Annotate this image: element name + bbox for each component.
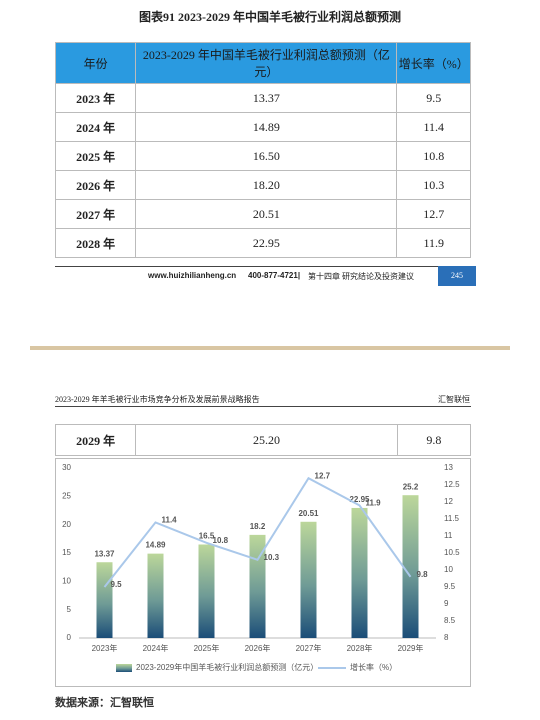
y2-tick-label: 10 <box>444 565 453 574</box>
bar-value-label: 22.95 <box>349 495 370 504</box>
y-tick-label: 30 <box>62 463 71 472</box>
table-cell: 2024 年 <box>54 112 137 142</box>
y2-tick-label: 9.5 <box>444 582 456 591</box>
line-value-label: 11.4 <box>162 516 178 525</box>
table-row: 2025 年 16.50 10.8 <box>54 141 471 171</box>
running-header-brand: 汇智联恒 <box>438 395 470 404</box>
y-tick-label: 15 <box>62 548 71 557</box>
line-value-label: 10.3 <box>264 553 280 562</box>
table-cell: 2025 年 <box>54 141 137 171</box>
bar <box>198 544 215 638</box>
table-body: 2023 年 13.37 9.5 2024 年 14.89 11.4 2025 年 16.50… <box>54 83 471 258</box>
column-header: 年份 <box>54 42 137 84</box>
bar <box>147 553 164 638</box>
y2-tick-label: 12 <box>444 497 453 506</box>
line-value-label: 9.5 <box>111 580 123 589</box>
y2-tick-label: 11 <box>444 531 453 540</box>
column-header: 增长率（%） <box>396 42 471 84</box>
chart: 0 5 10 15 20 25 30 8 8.5 9 9.5 10 10.5 11 11.5 12 12.5 13… <box>55 458 471 687</box>
y-tick-label: 0 <box>67 633 72 642</box>
x-tick-label: 2027年 <box>296 643 322 653</box>
header-rule <box>55 406 471 407</box>
page-number: 245 <box>438 266 476 286</box>
table-cell: 9.5 <box>396 83 471 113</box>
column-header: 2023-2029 年中国羊毛被行业利润总额预测（亿元） <box>135 42 398 84</box>
x-tick-label: 2025年 <box>194 643 220 653</box>
line-value-label: 9.8 <box>417 570 429 579</box>
line <box>103 476 412 588</box>
y2-tick-label: 13 <box>444 463 453 472</box>
line-value-label: 11.9 <box>366 499 382 508</box>
line-value-label: 10.8 <box>213 536 229 545</box>
x-tick-label: 2029年 <box>398 643 424 653</box>
table-row: 2029 年 25.20 9.8 <box>54 424 472 456</box>
table-row: 2027 年 20.51 12.7 <box>54 199 471 229</box>
table-row: 2024 年 14.89 11.4 <box>54 112 471 142</box>
footer-url: www.huizhilianheng.cn <box>148 271 237 280</box>
bar-value-label: 20.51 <box>298 509 319 518</box>
footer-chapter: 第十四章 研究结论及投资建议 <box>308 272 414 281</box>
table-row: 2026 年 18.20 10.3 <box>54 170 471 200</box>
bar-value-label: 16.5 <box>199 532 215 541</box>
continued-table: 2029 年 25.20 9.8 <box>54 424 472 456</box>
bar <box>300 521 317 638</box>
bar <box>402 495 419 638</box>
y2-tick-label: 8.5 <box>444 616 456 625</box>
table-cell: 2026 年 <box>54 170 137 200</box>
table-cell: 9.8 <box>396 424 472 456</box>
table-cell: 12.7 <box>396 199 471 229</box>
bar <box>96 562 113 638</box>
x-tick-label: 2024年 <box>143 643 169 653</box>
footer-rule <box>55 266 471 267</box>
table-cell: 11.4 <box>396 112 471 142</box>
table-cell: 22.95 <box>135 228 398 258</box>
table-cell: 13.37 <box>135 83 398 113</box>
running-header: 2023-2029 年羊毛被行业市场竞争分析及发展前景战略报告 <box>55 395 260 404</box>
table-cell: 11.9 <box>396 228 471 258</box>
bar-value-label: 13.37 <box>94 549 115 558</box>
y-tick-label: 10 <box>62 576 71 585</box>
table-cell: 2027 年 <box>54 199 137 229</box>
table-cell: 20.51 <box>135 199 398 229</box>
table-cell: 18.20 <box>135 170 398 200</box>
x-tick-label: 2026年 <box>245 643 271 653</box>
legend-swatch <box>116 664 132 672</box>
y2-tick-label: 9 <box>444 599 449 608</box>
x-tick-label: 2023年 <box>92 643 118 653</box>
bar-value-label: 18.2 <box>250 522 266 531</box>
table-row: 2028 年 22.95 11.9 <box>54 228 471 258</box>
y2-tick-label: 12.5 <box>444 480 460 489</box>
y2-tick-label: 8 <box>444 633 449 642</box>
source-note: 数据来源：汇智联恒 <box>55 697 154 709</box>
data-table: 年份 2023-2029 年中国羊毛被行业利润总额预测（亿元） 增长率（%） 202… <box>54 42 471 258</box>
bar-value-label: 25.2 <box>403 482 419 491</box>
table-cell: 14.89 <box>135 112 398 142</box>
bar-value-label: 14.89 <box>145 541 166 550</box>
y-tick-label: 5 <box>67 605 72 614</box>
table-cell: 2023 年 <box>54 83 137 113</box>
y-tick-label: 20 <box>62 520 71 529</box>
table-cell: 16.50 <box>135 141 398 171</box>
table-header: 年份 2023-2029 年中国羊毛被行业利润总额预测（亿元） 增长率（%） <box>54 42 471 84</box>
y2-tick-label: 10.5 <box>444 548 460 557</box>
table-row: 2023 年 13.37 9.5 <box>54 83 471 113</box>
table-cell: 25.20 <box>135 424 398 456</box>
bar <box>249 534 266 638</box>
x-tick-label: 2028年 <box>347 643 373 653</box>
table-cell: 2029 年 <box>54 424 137 456</box>
figure-title: 图表91 2023-2029 年中国羊毛被行业利润总额预测 <box>139 10 401 24</box>
footer-phone: 400-877-4721| <box>248 271 301 280</box>
table-cell: 10.8 <box>396 141 471 171</box>
y2-tick-label: 11.5 <box>444 514 460 523</box>
bar <box>351 507 368 638</box>
legend-label: 2023-2029年中国羊毛被行业利润总额预测（亿元） <box>136 662 318 672</box>
legend-label: 增长率（%） <box>350 662 397 672</box>
line-value-label: 12.7 <box>315 471 331 480</box>
y-tick-label: 25 <box>62 491 71 500</box>
table-cell: 10.3 <box>396 170 471 200</box>
table-cell: 2028 年 <box>54 228 137 258</box>
page-separator <box>30 346 510 350</box>
